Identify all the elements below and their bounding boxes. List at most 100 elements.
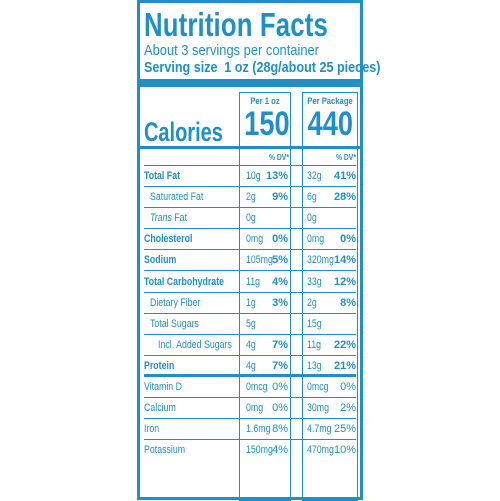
nutrient-row: Trans Fat 0g 0g — [144, 208, 356, 230]
nutrient-row: Incl. Added Sugars 4g 7% 11g 22% — [144, 335, 356, 356]
amount-per-serving: 105mg — [246, 254, 273, 267]
serving-size-label: Serving size — [144, 59, 218, 76]
nutrient-name: Incl. Added Sugars — [158, 338, 232, 351]
nutrient-row: Iron 1.6mg 8% 4.7mg 25% — [144, 419, 356, 441]
dv-per-package: 8% — [340, 296, 356, 309]
amount-per-serving: 0mg — [246, 233, 264, 246]
nutrient-row: Sodium 105mg 5% 320mg 14% — [144, 250, 356, 272]
amount-per-package: 33g — [307, 275, 322, 288]
dv-per-serving: 7% — [272, 338, 288, 351]
amount-per-package: 6g — [307, 191, 317, 204]
thick-divider — [140, 79, 360, 87]
amount-per-serving: 1.6mg — [246, 423, 271, 436]
amount-per-package: 4.7mg — [307, 423, 332, 436]
dv-per-package: 22% — [333, 338, 356, 351]
row-divider — [144, 228, 356, 230]
amount-per-package: 13g — [307, 359, 322, 372]
amount-per-serving: 11g — [246, 275, 261, 288]
row-divider — [144, 418, 356, 420]
col2-header: Per Package — [307, 96, 353, 106]
calories-per-package: 440 — [307, 105, 353, 143]
amount-per-serving: 0g — [246, 212, 256, 225]
row-divider — [144, 333, 356, 335]
dv-header-col1: % DV* — [268, 152, 289, 162]
dv-per-serving: 0% — [272, 233, 288, 246]
dv-per-serving: 3% — [272, 296, 288, 309]
nutrient-name: Cholesterol — [144, 233, 193, 246]
amount-per-serving: 1g — [246, 296, 256, 309]
nutrient-row: Protein 4g 7% 13g 21% — [144, 356, 356, 377]
nutrient-name: Vitamin D — [144, 381, 182, 393]
amount-per-serving: 0mg — [246, 402, 264, 415]
nutrient-row: Dietary Fiber 1g 3% 2g 8% — [144, 293, 356, 314]
dv-per-serving: 0% — [272, 381, 288, 393]
nutrient-row: Vitamin D 0mcg 0% 0mcg 0% — [144, 377, 356, 398]
nutrient-name: Trans Fat — [150, 212, 187, 224]
amount-per-package: 470mg — [307, 444, 334, 457]
amount-per-serving: 4g — [246, 359, 256, 372]
nutrient-name: Dietary Fiber — [150, 296, 201, 309]
nutrient-name: Saturated Fat — [150, 191, 204, 204]
calories-divider — [140, 146, 360, 149]
dv-per-serving: 4% — [272, 444, 288, 457]
amount-per-package: 15g — [307, 317, 322, 330]
dv-per-serving: 5% — [272, 254, 288, 267]
nutrient-name: Protein — [144, 359, 175, 372]
amount-per-serving: 10g — [246, 170, 261, 182]
nutrient-name-suffix: Fat — [171, 212, 188, 225]
amount-per-package: 30mg — [307, 402, 330, 415]
dv-per-package: 21% — [333, 359, 356, 372]
dv-per-package: 2% — [340, 402, 356, 415]
row-divider — [144, 207, 356, 209]
row-divider — [144, 270, 356, 272]
dv-per-package: 28% — [333, 191, 356, 204]
dv-per-package: 41% — [333, 170, 356, 182]
dv-per-package: 25% — [333, 423, 356, 436]
row-divider — [144, 312, 356, 314]
amount-per-serving: 150mg — [246, 444, 273, 457]
nutrient-name: Potassium — [144, 444, 186, 457]
nutrient-name: Total Fat — [144, 170, 181, 182]
nutrient-name: Calcium — [144, 402, 176, 415]
servings-per-container: About 3 servings per container — [144, 42, 319, 59]
amount-per-package: 0mcg — [307, 381, 329, 393]
nutrition-facts-label: Nutrition Facts About 3 servings per con… — [137, 0, 380, 501]
amount-per-package: 2g — [307, 296, 317, 309]
row-divider — [144, 249, 356, 251]
amount-per-serving: 2g — [246, 191, 256, 204]
nutrient-name: Iron — [144, 423, 160, 436]
dv-per-package: 10% — [333, 444, 356, 457]
dv-header-col2: % DV* — [335, 152, 356, 162]
dv-per-serving: 13% — [265, 170, 288, 182]
nutrient-name: Sodium — [144, 254, 177, 267]
nutrient-row: Total Sugars 5g 15g — [144, 314, 356, 335]
nutrient-row: Cholesterol 0mg 0% 0mg 0% — [144, 229, 356, 251]
nutrient-row: Saturated Fat 2g 9% 6g 28% — [144, 187, 356, 209]
dv-per-serving: 8% — [272, 423, 288, 436]
row-divider — [144, 186, 356, 187]
row-divider — [144, 397, 356, 398]
nutrient-name: Total Carbohydrate — [144, 275, 225, 288]
amount-per-package: 0g — [307, 212, 317, 225]
dv-per-serving: 7% — [272, 359, 288, 372]
dv-per-package: 12% — [333, 275, 356, 288]
dv-per-package: 0% — [340, 381, 356, 393]
amount-per-package: 320mg — [307, 254, 334, 267]
serving-size: Serving size 1 oz (28g/about 25 pieces) — [144, 59, 380, 76]
calories-label: Calories — [144, 117, 223, 147]
amount-per-package: 0mg — [307, 233, 325, 246]
nutrient-name: Total Sugars — [150, 317, 199, 330]
nutrient-row: Total Carbohydrate 11g 4% 33g 12% — [144, 272, 356, 293]
nutrient-name-italic: Trans — [150, 212, 172, 225]
label-title: Nutrition Facts — [144, 6, 328, 43]
dv-per-serving: 9% — [272, 191, 288, 204]
amount-per-serving: 0mcg — [246, 381, 268, 393]
amount-per-serving: 5g — [246, 317, 256, 330]
serving-size-value: 1 oz (28g/about 25 pieces) — [224, 59, 381, 76]
nutrient-row: Calcium 0mg 0% 30mg 2% — [144, 398, 356, 420]
nutrient-row: Total Fat 10g 13% 32g 41% — [144, 166, 356, 187]
amount-per-package: 32g — [307, 170, 322, 182]
row-divider — [144, 291, 356, 293]
dv-per-package: 0% — [340, 233, 356, 246]
col1-header: Per 1 oz — [250, 96, 280, 106]
